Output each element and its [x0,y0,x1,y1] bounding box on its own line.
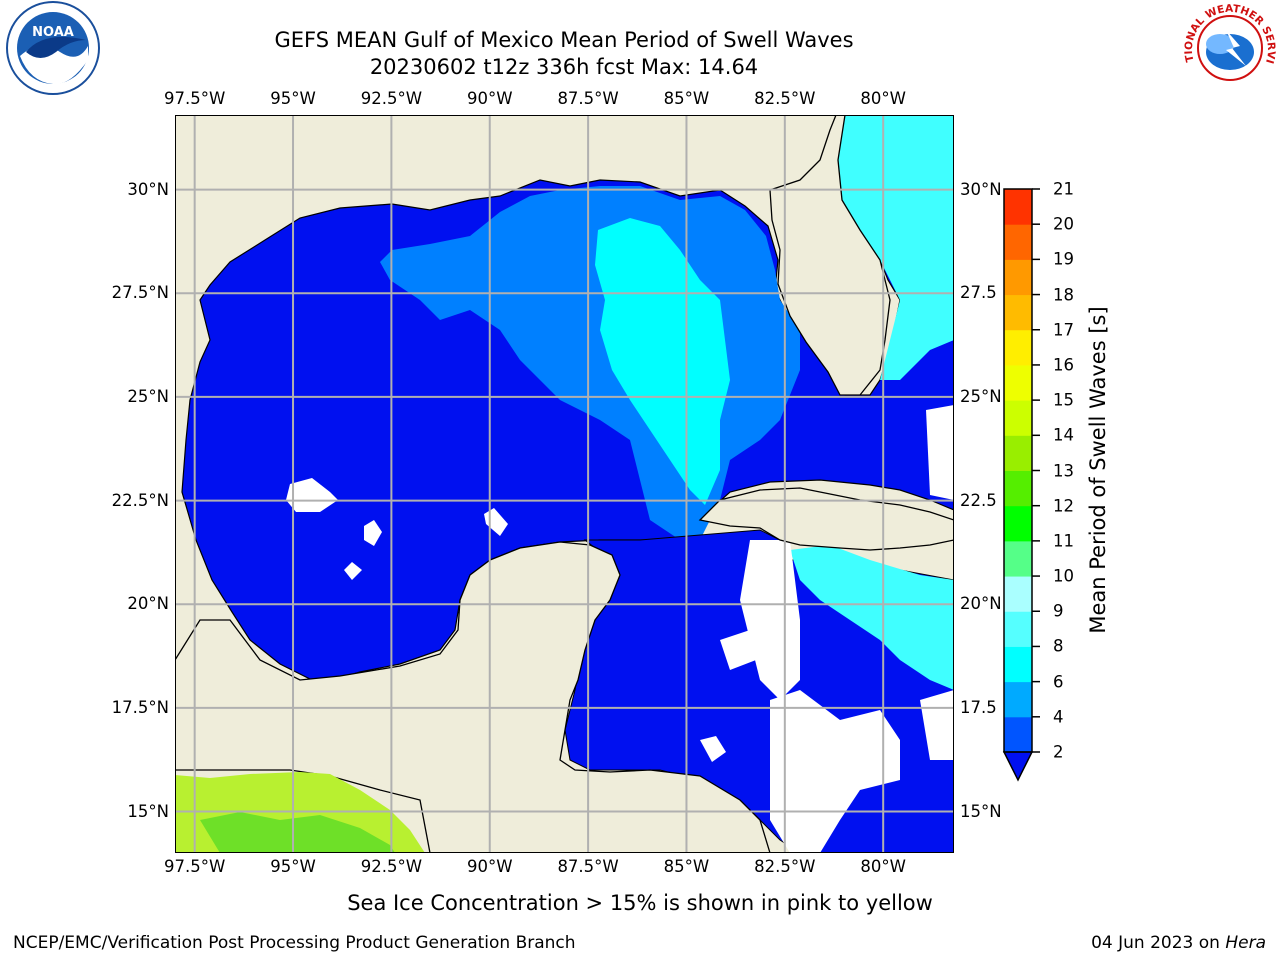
lon-tick-label-top: 90°W [466,89,513,108]
colorbar-tick-label: 14 [1053,425,1074,445]
colorbar-tick-label: 18 [1053,285,1074,305]
colorbar-tick-label: 11 [1053,531,1074,551]
lon-tick-label-top: 85°W [663,89,710,108]
lon-tick-label-top: 82.5°W [754,89,816,108]
colorbar-extend-arrow [1002,751,1034,782]
credit-date-text: 04 Jun 2023 on [1091,933,1226,953]
colorbar-tick-label: 2 [1053,742,1064,762]
colorbar-label: Mean Period of Swell Waves [s] [1086,306,1110,634]
colorbar-tick-label: 15 [1053,390,1074,410]
yucatan-landmass [175,541,771,853]
lon-tick-label-bottom: 82.5°W [754,857,816,876]
colorbar-segment [1004,470,1032,507]
lat-tick-label-left: 30°N [127,179,169,199]
chart-title: GEFS MEAN Gulf of Mexico Mean Period of … [274,28,854,52]
nws-logo-text: NATIONAL WEATHER SERVICE [0,0,1277,65]
lon-tick-label-top: 97.5°W [164,89,226,108]
lon-tick-label-bottom: 87.5°W [557,857,619,876]
footnote: Sea Ice Concentration > 15% is shown in … [347,891,933,915]
credit-machine: Hera [1225,933,1266,953]
colorbar-segment [1004,505,1032,542]
lat-tick-label-right: 30°N [960,179,1002,199]
lat-tick-label-left: 27.5°N [111,283,169,303]
colorbar-tick-label: 21 [1053,179,1074,199]
chart-subtitle: 20230602 t12z 336h fcst Max: 14.64 [369,55,759,79]
colorbar-tick-label: 8 [1053,636,1064,656]
lat-tick-label-left: 15°N [127,801,169,821]
colorbar-tick-label: 9 [1053,601,1064,621]
lon-tick-label-bottom: 90°W [466,857,513,876]
colorbar-segment [1004,540,1032,577]
colorbar-tick-label: 6 [1053,672,1064,692]
lat-tick-label-right: 25°N [960,386,1002,406]
credit-organization: NCEP/EMC/Verification Post Processing Pr… [13,933,576,953]
lat-tick-label-left: 20°N [127,594,169,614]
colorbar-segment [1004,611,1032,647]
lon-tick-label-bottom: 97.5°W [164,857,226,876]
colorbar-tick-label: 4 [1053,707,1064,727]
lat-tick-label-right: 17.5 [960,697,997,717]
lat-tick-label-left: 22.5°N [111,490,169,510]
lon-tick-label-bottom: 80°W [860,857,906,876]
lat-tick-label-right: 20°N [960,594,1002,614]
colorbar-segment [1004,259,1032,296]
cuba-landmass [698,487,954,551]
colorbar-segment [1004,189,1032,225]
colorbar-segment [1004,716,1032,753]
nws-logo: NATIONAL WEATHER SERVICE [0,0,1277,94]
colorbar-segment [1004,364,1032,401]
noaa-logo-text: NOAA [32,25,74,40]
caribbean-swell-6-8s [790,545,954,690]
pacific-swell-12-13s [200,812,395,853]
credit-date: 04 Jun 2023 on Hera [1091,933,1266,953]
colorbar-tick-label: 13 [1053,461,1074,480]
colorbar-segment [1004,576,1032,612]
colorbar-segment [1004,224,1032,260]
lat-tick-label-right: 22.5 [960,490,997,510]
lat-tick-label-right: 15°N [960,801,1002,821]
svg-text:NATIONAL WEATHER SERVICE: NATIONAL WEATHER SERVICE [0,0,1277,65]
lon-tick-label-top: 87.5°W [557,89,619,108]
lat-tick-label-left: 17.5°N [111,697,169,717]
colorbar-segment [1004,646,1032,683]
colorbar [1002,188,1040,782]
colorbar-tick-label: 10 [1053,566,1074,586]
lon-tick-label-bottom: 95°W [270,857,316,876]
lon-tick-label-top: 80°W [860,89,906,108]
atlantic-swell-8-9s [836,115,954,380]
lon-tick-label-bottom: 92.5°W [360,857,423,876]
gulf-swell-6-8s [595,218,730,505]
lat-tick-label-left: 25°N [127,386,169,406]
lat-tick-label-right: 27.5 [960,283,997,303]
colorbar-segment [1004,681,1032,718]
colorbar-segment [1004,400,1032,436]
lon-tick-label-top: 92.5°W [360,89,423,108]
colorbar-segment [1004,294,1032,331]
colorbar-tick-label: 20 [1053,214,1074,234]
lon-tick-label-top: 95°W [270,89,316,108]
colorbar-tick-label: 17 [1053,320,1074,340]
map-gridlines [175,115,954,853]
colorbar-tick-label: 19 [1053,249,1074,269]
colorbar-tick-label: 16 [1053,355,1074,375]
lon-tick-label-bottom: 85°W [663,857,710,876]
noaa-logo: NOAA [6,1,100,95]
colorbar-segment [1004,435,1032,471]
colorbar-tick-label: 12 [1053,496,1074,516]
colorbar-segment [1004,329,1032,366]
